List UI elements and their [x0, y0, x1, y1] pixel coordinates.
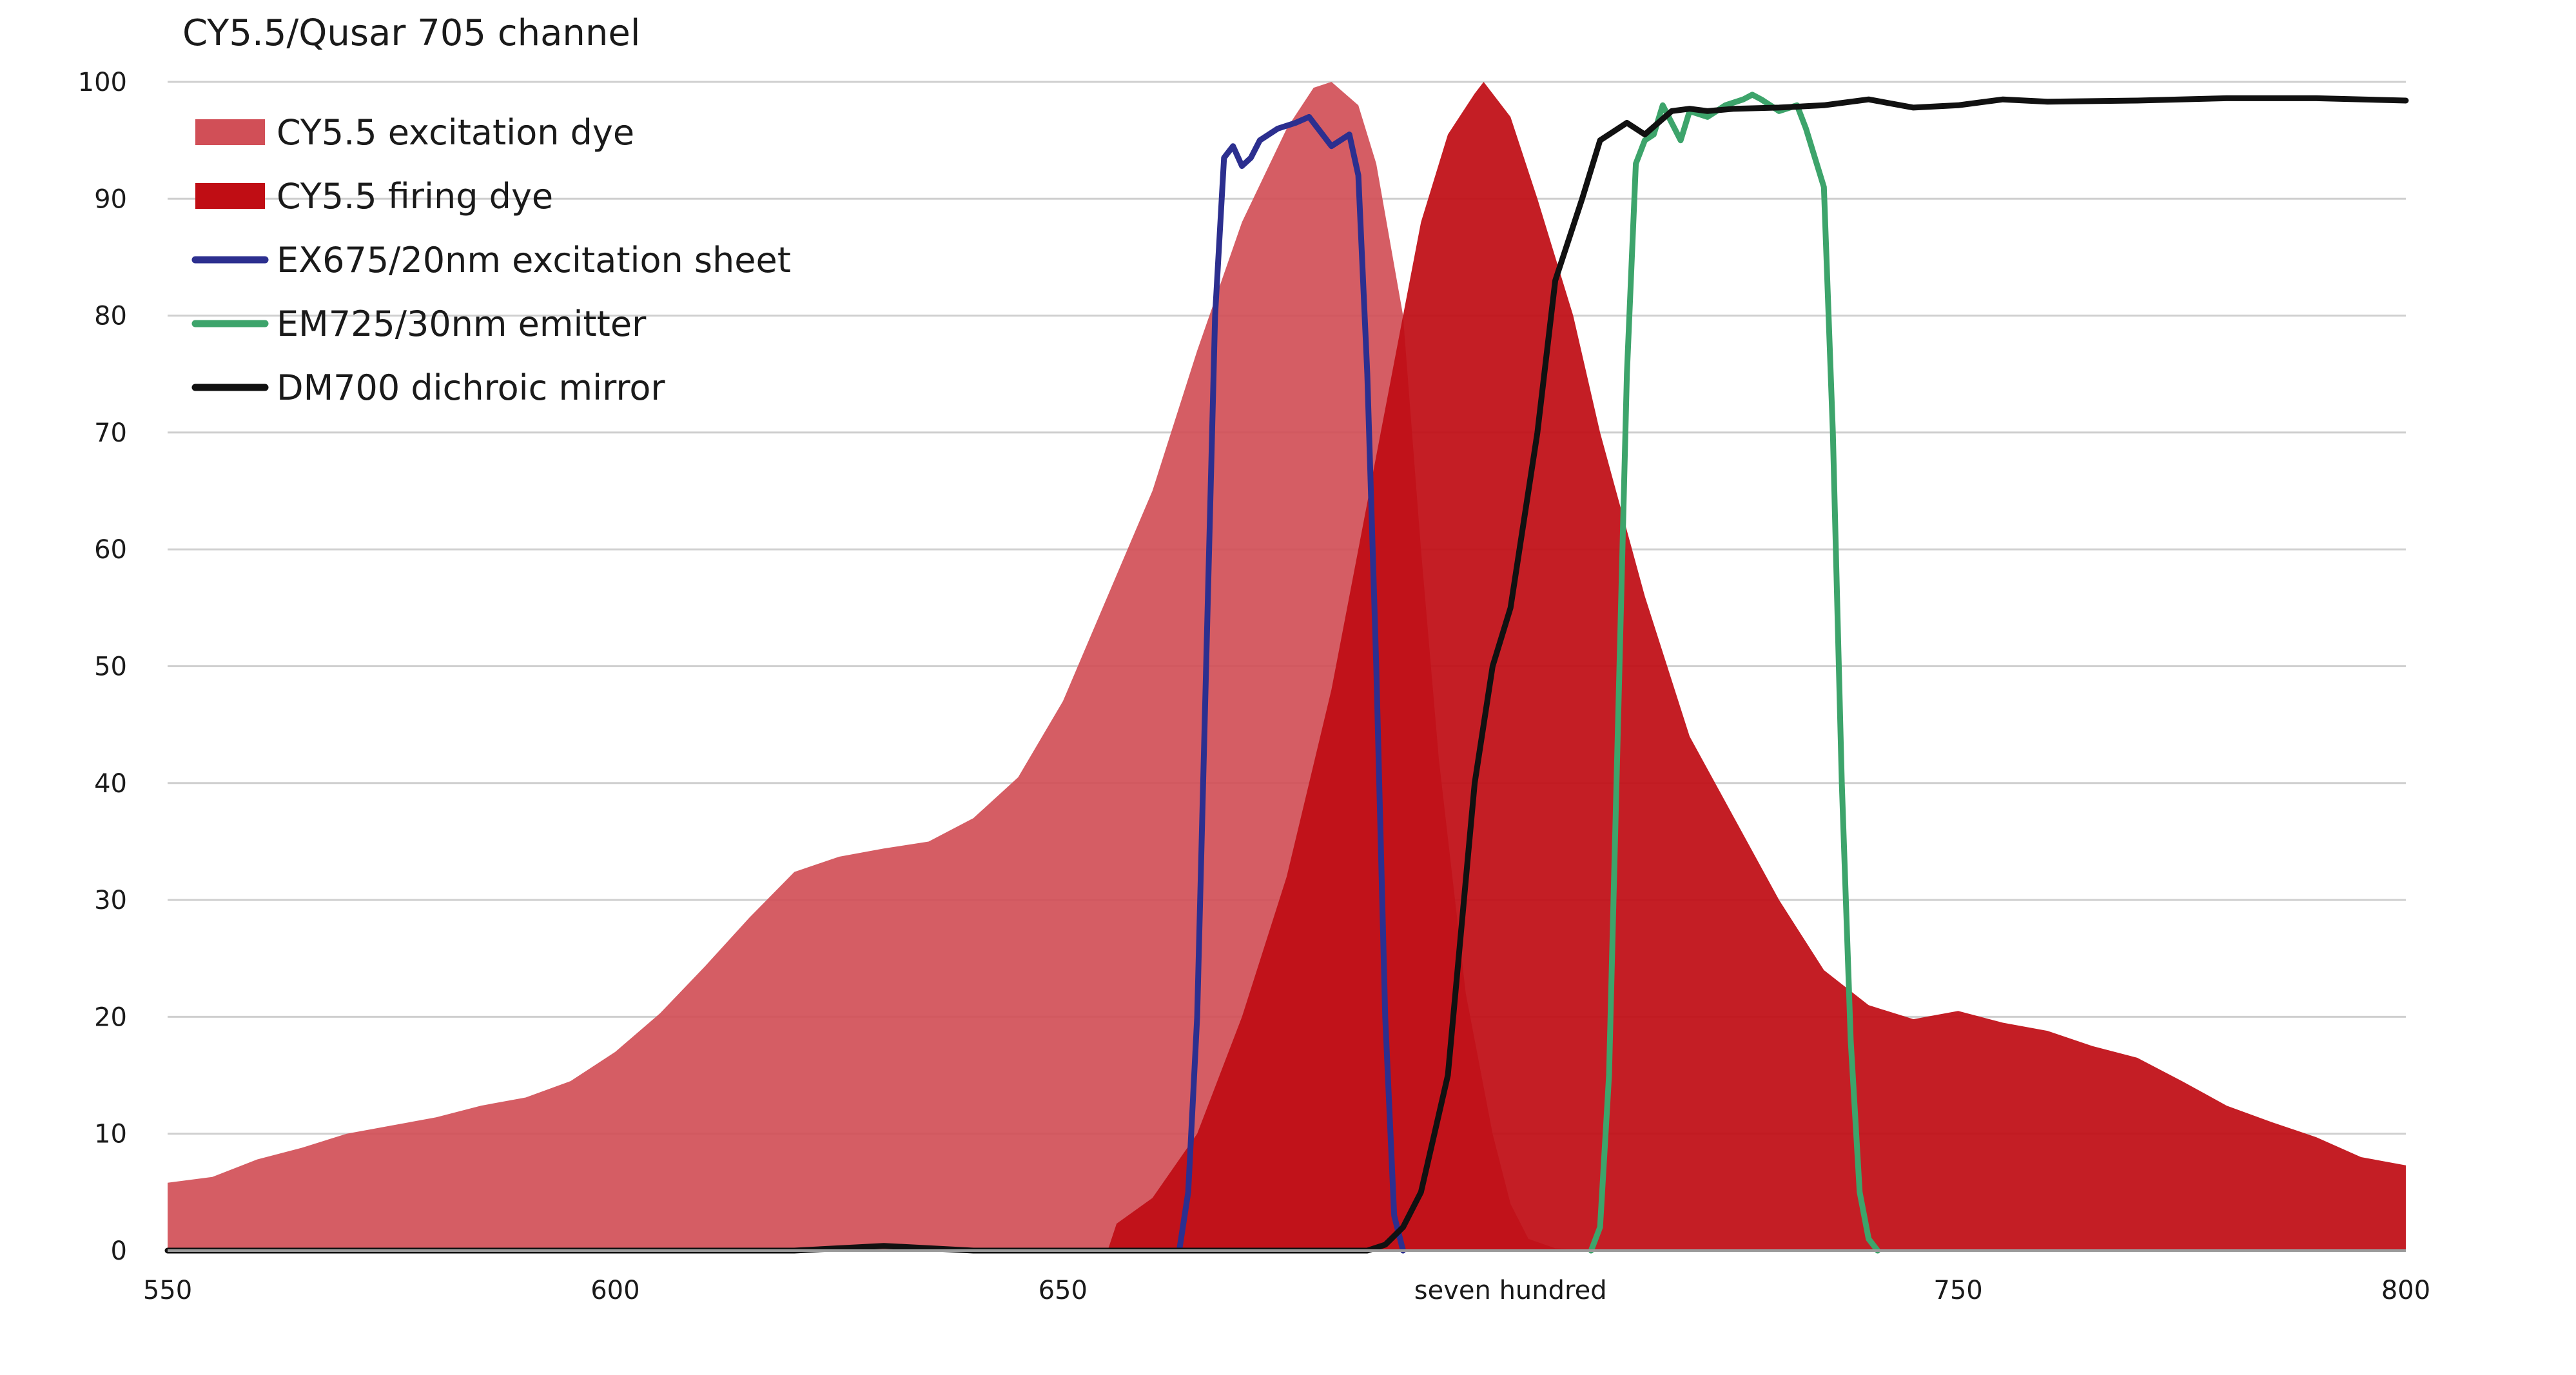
legend-label-dm700-dichroic-mirror: DM700 dichroic mirror: [277, 367, 665, 408]
x-tick-labels: 550 600 650 seven hundred 750 800: [143, 1276, 2430, 1305]
y-tick-label: 60: [94, 535, 127, 565]
legend-swatch-cy5-5-excitation-dye: [195, 119, 265, 145]
chart-title: CY5.5/Qusar 705 channel: [182, 12, 640, 54]
y-tick-label: 40: [94, 769, 127, 799]
legend: CY5.5 excitation dye CY5.5 firing dye EX67…: [191, 112, 791, 408]
legend-label-em725-30nm-emitter: EM725/30nm emitter: [277, 304, 647, 344]
line-series: [164, 92, 2409, 1254]
x-tick-label: 800: [2381, 1276, 2430, 1305]
y-tick-label: 80: [94, 302, 127, 331]
x-tick-label: 550: [143, 1276, 192, 1305]
y-tick-label: 30: [94, 886, 127, 915]
y-tick-label: 20: [94, 1002, 127, 1032]
line-em725-30nm-emitter: [1588, 92, 1881, 1254]
x-tick-label: seven hundred: [1414, 1276, 1607, 1305]
y-tick-label: 100: [78, 68, 127, 97]
y-tick-label: 90: [94, 184, 127, 214]
x-tick-label: 750: [1933, 1276, 1982, 1305]
y-tick-labels: 0 10 20 30 40 50 60 70 80 90 100: [78, 68, 127, 1266]
legend-swatch-cy5-5-firing-dye: [195, 183, 265, 209]
line-ex675-20nm-excitation-sheet: [1176, 113, 1406, 1254]
x-tick-label: 650: [1039, 1276, 1088, 1305]
y-tick-label: 50: [94, 652, 127, 682]
line-dm700-dichroic-mirror: [164, 95, 2409, 1254]
area-cy5-5-excitation-dye: [168, 82, 1601, 1251]
y-tick-label: 70: [94, 418, 127, 448]
legend-label-ex675-20nm-excitation-sheet: EX675/20nm excitation sheet: [277, 240, 791, 280]
area-cy5-5-firing-dye: [1107, 82, 2406, 1251]
area-series: [168, 82, 2406, 1251]
y-tick-label: 0: [111, 1236, 127, 1266]
x-tick-label: 600: [590, 1276, 639, 1305]
y-tick-label: 10: [94, 1120, 127, 1149]
legend-label-cy5-5-excitation-dye: CY5.5 excitation dye: [277, 112, 634, 153]
legend-label-cy5-5-firing-dye: CY5.5 firing dye: [277, 176, 553, 217]
